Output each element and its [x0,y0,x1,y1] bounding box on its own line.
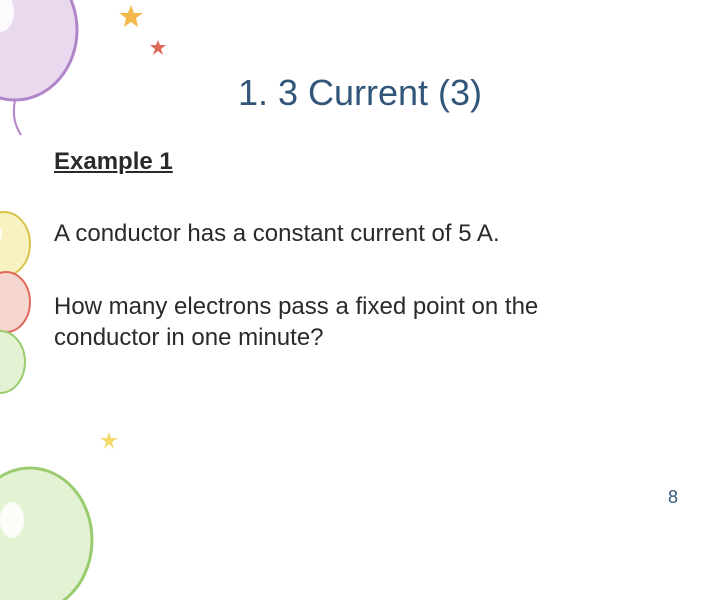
star-icon [150,40,166,56]
slide-title: 1. 3 Current (3) [0,72,720,114]
star-icon [100,432,118,450]
paragraph-1: A conductor has a constant current of 5 … [54,218,634,249]
title-text: 1. 3 Current (3) [238,72,482,113]
star-icon [118,4,144,30]
balloon-purple-icon [0,0,110,140]
balloon-green-icon [0,450,120,600]
example-heading: Example 1 [54,148,634,176]
balloon-green-icon [0,330,30,406]
page-number: 8 [668,487,678,508]
slide-body: Example 1 A conductor has a constant cur… [54,148,634,354]
paragraph-2: How many electrons pass a fixed point on… [54,291,634,353]
